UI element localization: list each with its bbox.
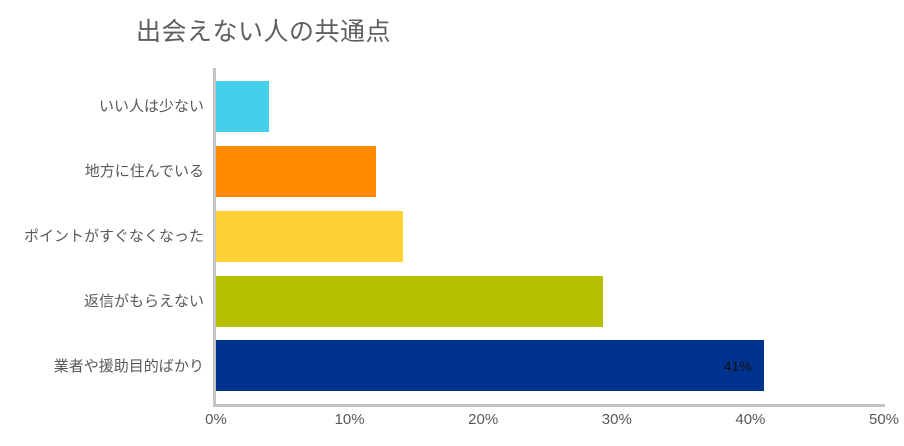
chart-title: 出会えない人の共通点 [136, 17, 392, 46]
bar-value-label: 41% [723, 357, 752, 374]
y-axis-line [213, 68, 216, 407]
x-axis-line [213, 404, 885, 407]
bar [216, 211, 404, 262]
category-label: 返信がもらえない [83, 292, 204, 310]
x-tick-label: 30% [601, 411, 632, 428]
category-label: ポイントがすぐなくなった [23, 227, 204, 245]
x-tick-label: 20% [468, 411, 499, 428]
x-tick-label: 40% [735, 411, 766, 428]
x-tick-label: 0% [205, 411, 227, 428]
bar [216, 146, 377, 197]
bar: 41% [216, 340, 764, 391]
category-label: いい人は少ない [98, 97, 204, 115]
category-label: 地方に住んでいる [84, 162, 204, 180]
x-tick-label: 50% [868, 411, 900, 428]
x-tick-label: 10% [334, 411, 365, 428]
bar [216, 276, 604, 327]
category-label: 業者や援助目的ばかり [53, 357, 204, 375]
bar [216, 81, 270, 132]
